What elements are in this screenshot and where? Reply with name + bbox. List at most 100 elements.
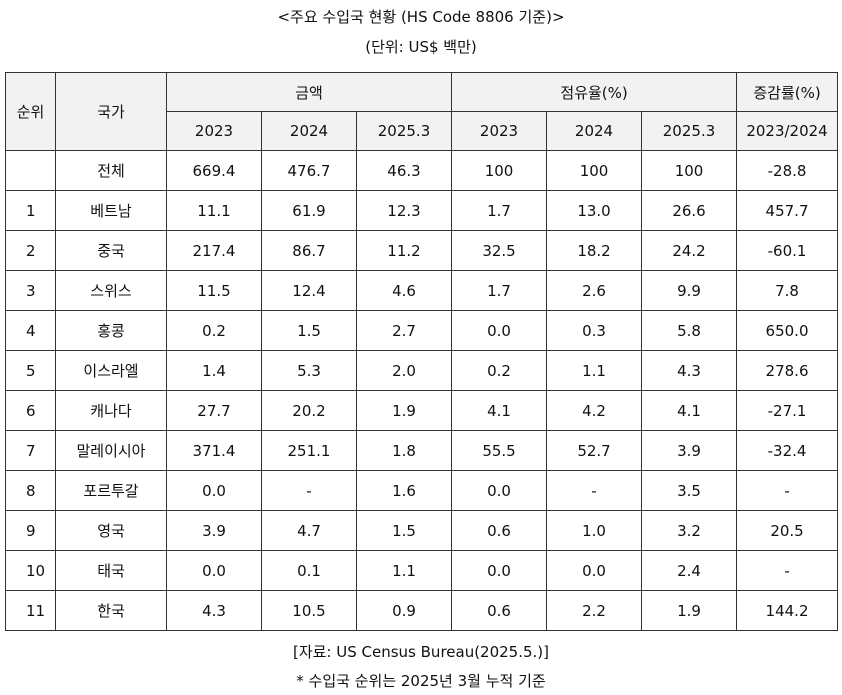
change-cell: 144.2 <box>736 590 839 631</box>
unit-caption: (단위: US$ 백만) <box>365 38 477 56</box>
share-cell: 0.0 <box>451 550 548 591</box>
change-cell: 457.7 <box>736 190 839 231</box>
change-cell: 20.5 <box>736 510 839 551</box>
amount-cell: 0.0 <box>166 550 262 591</box>
country-cell: 홍콩 <box>55 310 167 351</box>
header-share-year: 2024 <box>546 111 643 151</box>
header-country: 국가 <box>55 72 167 151</box>
share-cell: 55.5 <box>451 430 548 471</box>
share-cell: 1.0 <box>546 510 643 551</box>
amount-cell: 5.3 <box>261 350 357 391</box>
table-row: 3 스위스 11.5 12.4 4.6 1.7 2.6 9.9 7.8 <box>5 270 839 311</box>
share-cell: 2.6 <box>546 270 643 311</box>
table-row: 7 말레이시아 371.4 251.1 1.8 55.5 52.7 3.9 -32.4 <box>5 430 839 471</box>
header-change: 증감률(%) <box>736 72 839 112</box>
share-cell: 3.5 <box>641 470 738 511</box>
share-cell: 4.3 <box>641 350 738 391</box>
share-cell: 26.6 <box>641 190 738 231</box>
share-cell: 0.6 <box>451 590 548 631</box>
rank-cell <box>5 150 56 191</box>
change-cell: -60.1 <box>736 230 839 271</box>
amount-cell: - <box>261 470 357 511</box>
country-cell: 말레이시아 <box>55 430 167 471</box>
share-cell: - <box>546 470 643 511</box>
table-row: 8 포르투갈 0.0-1.6 0.0-3.5- <box>5 470 839 511</box>
country-cell: 베트남 <box>55 190 167 231</box>
amount-cell: 4.3 <box>166 590 262 631</box>
change-cell: -32.4 <box>736 430 839 471</box>
share-cell: 1.7 <box>451 190 548 231</box>
rank-cell: 4 <box>5 310 56 351</box>
share-cell: 1.9 <box>641 590 738 631</box>
amount-cell: 1.8 <box>355 430 453 471</box>
table-row: 5 이스라엘 1.4 5.3 2.0 0.2 1.1 4.3 278.6 <box>5 350 839 391</box>
document-title: <주요 수입국 현황 (HS Code 8806 기준)> <box>277 8 565 26</box>
share-cell: 100 <box>641 150 738 191</box>
share-cell: 0.3 <box>546 310 643 351</box>
change-cell: - <box>736 470 839 511</box>
change-cell: -27.1 <box>736 390 839 431</box>
share-cell: 0.0 <box>546 550 643 591</box>
header-amount: 금액 <box>165 72 453 112</box>
share-cell: 1.1 <box>546 350 643 391</box>
amount-cell: 11.5 <box>166 270 262 311</box>
change-cell: 7.8 <box>736 270 839 311</box>
country-cell: 중국 <box>55 230 167 271</box>
table-row: 10 태국 0.0 0.1 1.1 0.0 0.0 2.4- <box>5 550 839 591</box>
header-rank: 순위 <box>5 72 56 151</box>
amount-cell: 10.5 <box>261 590 357 631</box>
table-row: 11 한국 4.3 10.5 0.9 0.6 2.2 1.9 144.2 <box>5 590 839 631</box>
share-cell: 100 <box>546 150 643 191</box>
country-cell: 한국 <box>55 590 167 631</box>
amount-cell: 61.9 <box>261 190 357 231</box>
country-cell: 영국 <box>55 510 167 551</box>
rank-cell: 1 <box>5 190 56 231</box>
share-cell: 2.4 <box>641 550 738 591</box>
table-row: 전체 669.4 476.7 46.3 100 100 100 -28.8 <box>5 150 839 191</box>
share-cell: 100 <box>451 150 548 191</box>
amount-cell: 669.4 <box>166 150 262 191</box>
header-amount-year: 2025.3 <box>355 111 453 151</box>
amount-cell: 1.4 <box>166 350 262 391</box>
amount-cell: 251.1 <box>261 430 357 471</box>
header-share-year: 2023 <box>451 111 548 151</box>
amount-cell: 12.3 <box>355 190 453 231</box>
amount-cell: 0.9 <box>355 590 453 631</box>
share-cell: 18.2 <box>546 230 643 271</box>
table-row: 2 중국 217.4 86.7 11.2 32.5 18.2 24.2 -60.1 <box>5 230 839 271</box>
rank-cell: 10 <box>5 550 56 591</box>
amount-cell: 0.1 <box>261 550 357 591</box>
header-share: 점유율(%) <box>451 72 738 112</box>
change-cell: 650.0 <box>736 310 839 351</box>
amount-cell: 2.0 <box>355 350 453 391</box>
amount-cell: 4.6 <box>355 270 453 311</box>
country-cell: 포르투갈 <box>55 470 167 511</box>
share-cell: 1.7 <box>451 270 548 311</box>
amount-cell: 12.4 <box>261 270 357 311</box>
amount-cell: 1.5 <box>261 310 357 351</box>
header-amount-year: 2023 <box>166 111 262 151</box>
table-row: 4 홍콩 0.2 1.5 2.7 0.0 0.3 5.8 650.0 <box>5 310 839 351</box>
source-citation: [자료: US Census Bureau(2025.5.)] <box>292 643 550 661</box>
rank-cell: 3 <box>5 270 56 311</box>
country-cell: 이스라엘 <box>55 350 167 391</box>
rank-cell: 6 <box>5 390 56 431</box>
table-row: 6 캐나다 27.7 20.2 1.9 4.1 4.2 4.1 -27.1 <box>5 390 839 431</box>
change-cell: - <box>736 550 839 591</box>
rank-cell: 5 <box>5 350 56 391</box>
amount-cell: 11.1 <box>166 190 262 231</box>
table-body: 전체 669.4 476.7 46.3 100 100 100 -28.8 1 베트남 11.1 61… <box>5 150 839 631</box>
header-share-year: 2025.3 <box>641 111 738 151</box>
header-row-years: 2023 2024 2025.3 2023 2024 2025.3 2023/2… <box>6 111 839 151</box>
footnote: * 수입국 순위는 2025년 3월 누적 기준 <box>296 672 546 690</box>
share-cell: 0.0 <box>451 310 548 351</box>
amount-cell: 0.2 <box>166 310 262 351</box>
change-cell: 278.6 <box>736 350 839 391</box>
rank-cell: 9 <box>5 510 56 551</box>
country-cell: 스위스 <box>55 270 167 311</box>
header-row-group: 순위 국가 금액 점유율(%) 증감률(%) <box>5 72 839 151</box>
amount-cell: 46.3 <box>355 150 453 191</box>
share-cell: 4.1 <box>451 390 548 431</box>
share-cell: 2.2 <box>546 590 643 631</box>
amount-cell: 20.2 <box>261 390 357 431</box>
